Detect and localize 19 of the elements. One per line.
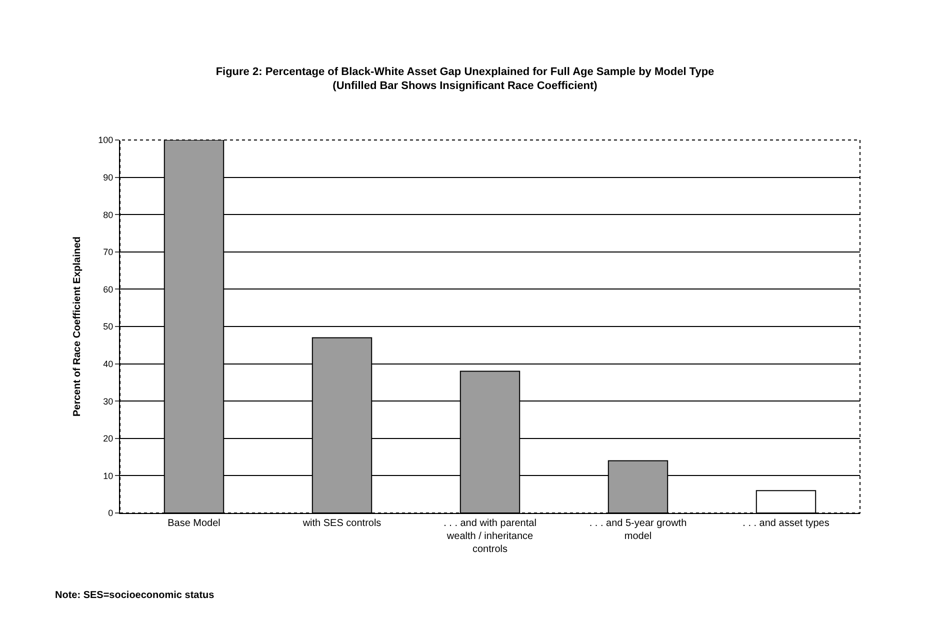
x-tick-label: . . . and 5-year growth model xyxy=(589,518,687,542)
text: Note: SES=socioeconomic status xyxy=(55,590,215,601)
y-tick-label: 100 xyxy=(98,135,114,146)
x-tick-label: with SES controls xyxy=(302,518,382,529)
y-tick-label: 0 xyxy=(108,508,114,518)
y-tick-label: 60 xyxy=(103,284,114,294)
y-tick-label: 80 xyxy=(103,210,114,220)
x-tick-label: Base Model xyxy=(168,518,220,529)
y-tick-label: 20 xyxy=(103,434,114,444)
y-tick-label: 30 xyxy=(103,396,114,406)
x-tick-label: . . . and asset types xyxy=(742,518,830,529)
y-tick-label: 90 xyxy=(103,172,114,182)
y-tick-label: 40 xyxy=(103,358,114,369)
chart-title: Figure 2: Percentage of Black-White Asset Gap Unexplained for Full Age Sample by Model Type (Unfilled Bar Shows Insignificant Race Coefficient) xyxy=(216,66,714,92)
y-tick-label: 10 xyxy=(103,470,114,481)
x-tick-label: . . . and with parental wealth / inheritance controls xyxy=(444,518,536,555)
y-tick-label: 50 xyxy=(103,322,114,332)
y-tick-label: 70 xyxy=(103,247,114,258)
y-axis-title: Percent of Race Coefficient Explained xyxy=(72,236,84,417)
